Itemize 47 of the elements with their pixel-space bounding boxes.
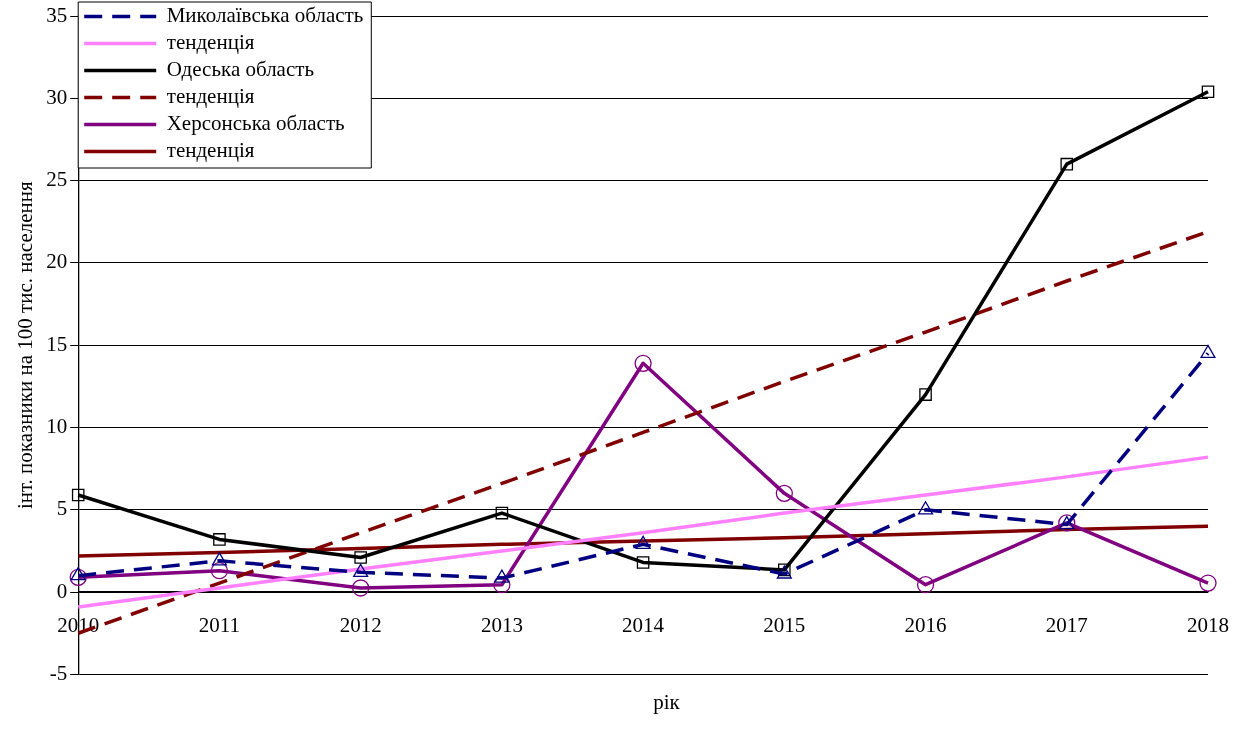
point xyxy=(210,562,229,580)
legend-label: Херсонська область xyxy=(166,111,345,136)
point xyxy=(213,533,226,546)
x-tick-label: 2012 xyxy=(339,613,382,638)
y-tick-label: 25 xyxy=(46,167,68,192)
y-tick-label: 30 xyxy=(46,84,68,109)
point xyxy=(917,501,934,515)
point xyxy=(1060,157,1074,171)
x-tick-label: 2018 xyxy=(1187,613,1229,638)
point xyxy=(71,488,85,502)
legend-label: тенденція xyxy=(166,30,255,55)
point xyxy=(495,506,509,520)
y-tick-label: 0 xyxy=(56,578,68,603)
point xyxy=(636,556,650,569)
y-tick-label: 10 xyxy=(46,414,68,439)
point xyxy=(1201,85,1215,99)
point xyxy=(919,388,932,401)
legend-label: Миколаївська область xyxy=(166,3,364,28)
point xyxy=(634,354,652,372)
point xyxy=(1200,344,1216,359)
point xyxy=(211,552,227,566)
x-tick-label: 2017 xyxy=(1045,613,1088,638)
x-tick-label: 2014 xyxy=(622,613,665,638)
y-tick-label: 35 xyxy=(46,2,68,27)
point xyxy=(69,568,87,586)
point xyxy=(635,535,651,550)
legend-label: тенденція xyxy=(166,138,255,163)
x-tick-label: 2015 xyxy=(763,613,806,638)
point xyxy=(352,579,370,597)
y-tick-label: 20 xyxy=(46,249,68,274)
point xyxy=(353,563,369,577)
x-tick-label: 2016 xyxy=(904,613,947,638)
x-tick-label: 2011 xyxy=(198,613,241,638)
y-tick-label: 15 xyxy=(46,331,68,356)
point xyxy=(354,551,367,564)
legend-label: Одеська область xyxy=(166,57,315,82)
point xyxy=(916,576,935,594)
x-tick-label: 2013 xyxy=(480,613,523,638)
point xyxy=(494,569,510,583)
point xyxy=(70,566,86,581)
x-axis-title: рік xyxy=(652,690,681,715)
point xyxy=(1199,574,1217,592)
legend-label: тенденція xyxy=(166,84,255,109)
y-axis-title: інт. показники на 100 тис. населення xyxy=(13,180,38,510)
y-tick-label: 5 xyxy=(56,496,68,521)
y-tick-label: -5 xyxy=(49,660,68,685)
point xyxy=(775,484,793,502)
